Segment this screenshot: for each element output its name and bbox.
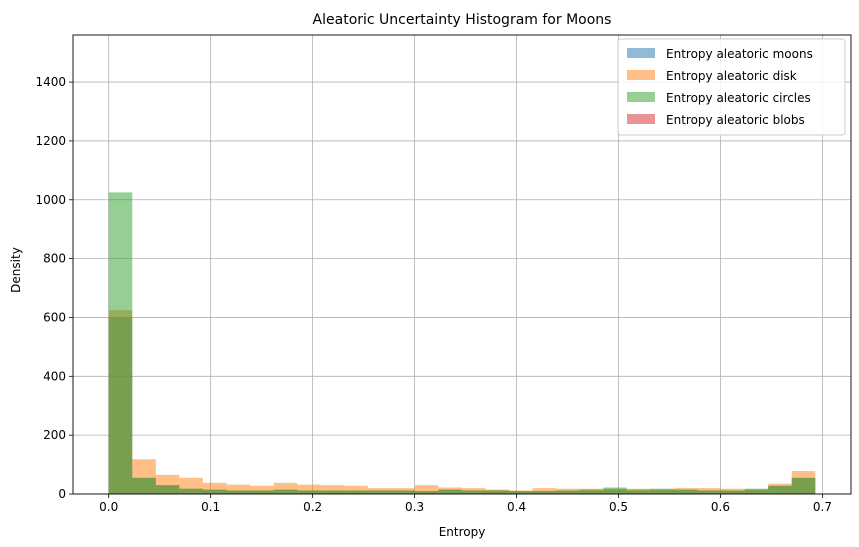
histogram-bar	[250, 490, 274, 494]
histogram-bar	[226, 490, 251, 494]
histogram-bar	[297, 490, 321, 494]
histogram-bar	[603, 487, 627, 494]
legend: Entropy aleatoric moons Entropy aleatoric…	[617, 38, 846, 136]
histogram-bar	[132, 477, 156, 494]
y-tick-label: 1200	[35, 134, 66, 148]
histogram-bar	[414, 491, 439, 494]
histogram-bar	[344, 490, 368, 494]
x-tick-label: 0.1	[201, 500, 220, 514]
histogram-bar	[791, 477, 816, 494]
histogram-bar	[485, 490, 510, 494]
legend-label: Entropy aleatoric disk	[666, 69, 797, 83]
histogram-bar	[532, 491, 557, 494]
histogram-bar	[297, 484, 321, 494]
chart-title: Aleatoric Uncertainty Histogram for Moon…	[313, 12, 612, 28]
y-tick-label: 1400	[35, 75, 66, 89]
legend-swatch	[627, 92, 655, 102]
histogram-bars	[108, 192, 816, 495]
histogram-bar	[320, 485, 345, 494]
histogram-bar	[320, 490, 345, 494]
histogram-bar	[697, 490, 722, 494]
histogram-bar	[202, 482, 227, 494]
histogram-bar	[673, 489, 698, 494]
histogram-bar	[721, 490, 745, 494]
histogram-bar	[344, 485, 368, 494]
histogram-bar	[509, 491, 533, 494]
y-tick-label: 600	[43, 310, 66, 324]
histogram-bar	[273, 482, 298, 494]
legend-label: Entropy aleatoric blobs	[666, 113, 805, 127]
y-axis-label: Density	[9, 247, 23, 293]
legend-box	[617, 38, 846, 136]
plot-frame	[72, 34, 852, 495]
legend-label: Entropy aleatoric circles	[666, 91, 811, 105]
x-tick-label: 0.2	[303, 500, 322, 514]
y-tick-label: 1000	[35, 193, 66, 207]
histogram-bar	[768, 485, 792, 494]
histogram-bar	[462, 490, 486, 494]
histogram-bar	[650, 488, 674, 494]
x-tick-label: 0.6	[711, 500, 730, 514]
histogram-bar	[367, 490, 392, 494]
x-axis-ticks: 0.0 0.1 0.2 0.3 0.4 0.5 0.6 0.7	[99, 494, 832, 514]
y-tick-label: 0	[58, 487, 66, 501]
y-tick-label: 200	[43, 428, 66, 442]
histogram-bar	[556, 490, 580, 494]
histogram-bar	[579, 489, 604, 494]
legend-label: Entropy aleatoric moons	[666, 47, 813, 61]
x-tick-label: 0.7	[813, 500, 832, 514]
legend-swatch	[627, 70, 655, 80]
y-tick-label: 800	[43, 252, 66, 266]
x-tick-label: 0.5	[609, 500, 628, 514]
histogram-bar	[414, 485, 439, 494]
y-tick-label: 400	[43, 369, 66, 383]
histogram-bar	[108, 192, 133, 495]
histogram-bar	[179, 488, 203, 494]
histogram-bar	[438, 489, 462, 494]
x-tick-label: 0.4	[507, 500, 526, 514]
histogram-bar	[626, 489, 651, 494]
y-axis-ticks: 0 200 400 600 800 1000 1200 1400	[35, 75, 73, 501]
histogram-bar	[250, 485, 274, 494]
x-tick-label: 0.3	[405, 500, 424, 514]
histogram-bar	[273, 489, 298, 494]
legend-swatch	[627, 114, 655, 124]
x-tick-label: 0.0	[99, 500, 118, 514]
series-entropy-aleatoric-circles	[108, 192, 816, 495]
x-axis-label: Entropy	[439, 525, 486, 539]
histogram-bar	[155, 485, 180, 494]
histogram-bar	[202, 489, 227, 494]
legend-swatch	[627, 48, 655, 58]
histogram-bar	[226, 484, 251, 494]
histogram-bar	[744, 488, 769, 494]
histogram-bar	[391, 490, 415, 494]
